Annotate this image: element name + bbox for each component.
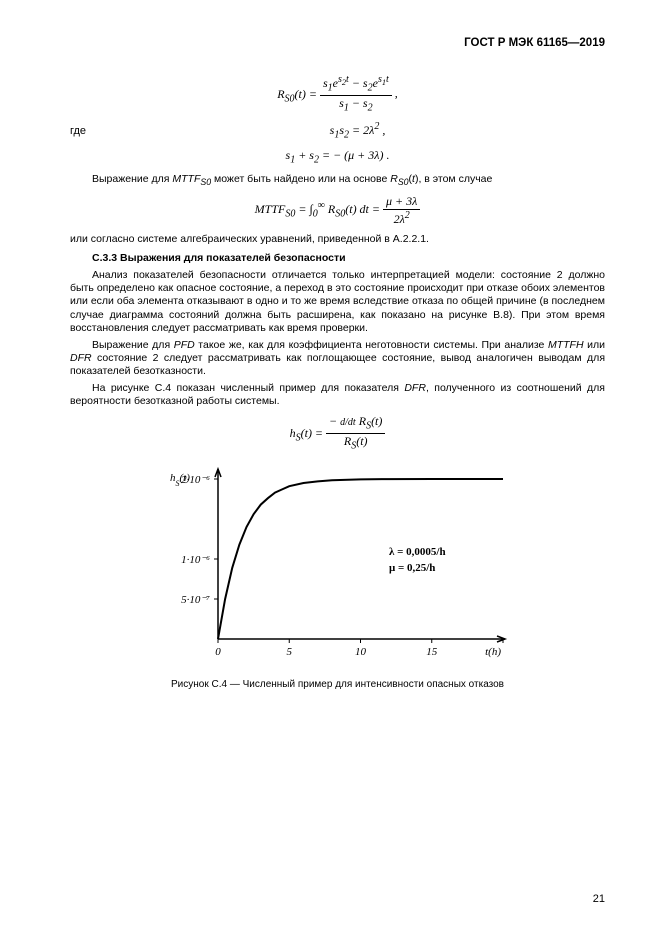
svg-text:1·10⁻⁶: 1·10⁻⁶ bbox=[181, 554, 210, 566]
para-body-2: Выражение для PFD такое же, как для коэф… bbox=[70, 339, 605, 378]
formula-hs: hS(t) = − d/dt RS(t) RS(t) bbox=[70, 414, 605, 453]
svg-text:10: 10 bbox=[355, 646, 367, 658]
svg-text:5: 5 bbox=[286, 646, 292, 658]
svg-text:0: 0 bbox=[215, 646, 221, 658]
formula-r-s0: RS0(t) = s1es2t − s2es1t s1 − s2 , bbox=[70, 74, 605, 115]
para-after-mttf: или согласно системе алгебраических урав… bbox=[70, 233, 605, 246]
where-line-1: где s1s2 = 2λ2 , bbox=[70, 121, 605, 142]
section-heading-c33: С.3.3 Выражения для показателей безопасн… bbox=[70, 252, 605, 265]
formula-mttf-num: μ + 3λ bbox=[383, 194, 420, 210]
formula-mttf-frac: μ + 3λ 2λ2 bbox=[383, 194, 420, 227]
formula-r-s0-frac: s1es2t − s2es1t s1 − s2 bbox=[320, 74, 392, 115]
formula-hs-frac: − d/dt RS(t) RS(t) bbox=[326, 414, 385, 453]
chart-svg: 2·10⁻⁶1·10⁻⁶5·10⁻⁷hS(t)051015t(h)λ = 0,0… bbox=[158, 459, 518, 669]
svg-text:15: 15 bbox=[426, 646, 438, 658]
formula-hs-lhs: hS(t) = bbox=[290, 426, 323, 440]
para-body-1: Анализ показателей безопасности отличает… bbox=[70, 269, 605, 335]
para-mttf-intro: Выражение для MTTFS0 может быть найдено … bbox=[70, 173, 605, 188]
svg-text:t(h): t(h) bbox=[485, 646, 501, 658]
page: ГОСТ Р МЭК 61165—2019 RS0(t) = s1es2t − … bbox=[0, 0, 661, 935]
formula-s1-plus-s2: s1 + s2 = − (μ + 3λ) . bbox=[70, 148, 605, 167]
formula-mttf-lhs: MTTFS0 = ∫0∞ RS0(t) dt = bbox=[255, 202, 380, 216]
formula-s1s2: s1s2 = 2λ2 , bbox=[110, 121, 605, 142]
svg-text:λ = 0,0005/h: λ = 0,0005/h bbox=[389, 546, 446, 558]
formula-hs-num: − d/dt RS(t) bbox=[326, 414, 385, 434]
formula-hs-den: RS(t) bbox=[326, 434, 385, 453]
page-number: 21 bbox=[593, 893, 605, 907]
para-body-3: На рисунке С.4 показан численный пример … bbox=[70, 382, 605, 408]
formula-r-s0-lhs: RS0(t) = bbox=[277, 87, 317, 101]
formula-r-s0-den: s1 − s2 bbox=[320, 96, 392, 115]
figure-caption: Рисунок С.4 — Численный пример для интен… bbox=[70, 679, 605, 692]
document-header: ГОСТ Р МЭК 61165—2019 bbox=[70, 36, 605, 50]
svg-text:μ = 0,25/h: μ = 0,25/h bbox=[389, 562, 435, 574]
formula-r-s0-num: s1es2t − s2es1t bbox=[320, 74, 392, 96]
formula-r-s0-tail: , bbox=[395, 87, 398, 101]
svg-text:5·10⁻⁷: 5·10⁻⁷ bbox=[181, 594, 210, 606]
where-label: где bbox=[70, 125, 102, 139]
formula-mttf-den: 2λ2 bbox=[383, 210, 420, 227]
figure-c4: 2·10⁻⁶1·10⁻⁶5·10⁻⁷hS(t)051015t(h)λ = 0,0… bbox=[70, 459, 605, 692]
formula-mttf: MTTFS0 = ∫0∞ RS0(t) dt = μ + 3λ 2λ2 bbox=[70, 194, 605, 227]
